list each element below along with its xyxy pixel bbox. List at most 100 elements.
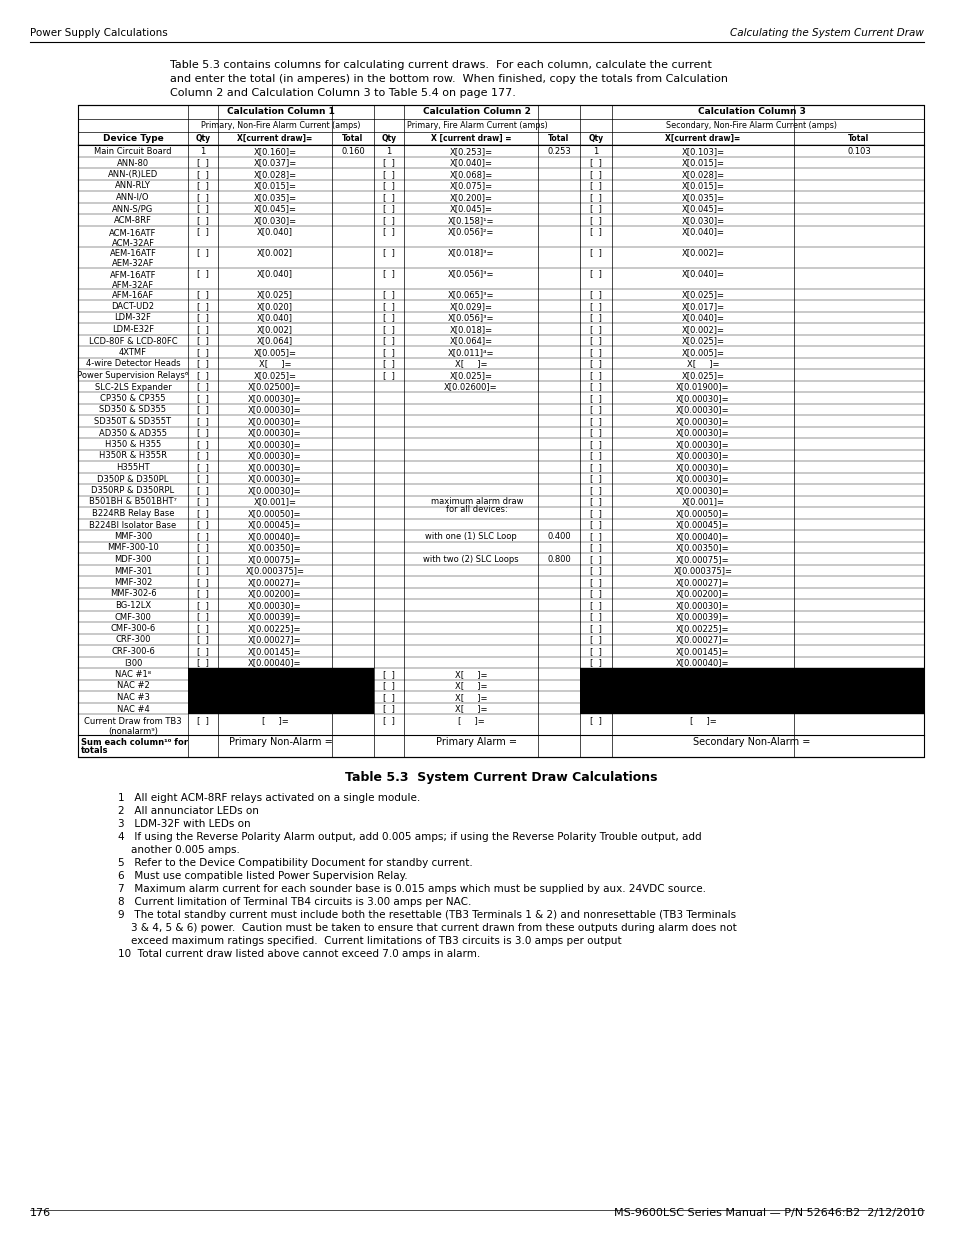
Text: [  ]: [ ] — [590, 658, 601, 667]
Text: [  ]: [ ] — [383, 671, 395, 679]
Text: 1   All eight ACM-8RF relays activated on a single module.: 1 All eight ACM-8RF relays activated on … — [118, 793, 420, 803]
Text: [  ]: [ ] — [197, 383, 209, 391]
Text: with one (1) SLC Loop: with one (1) SLC Loop — [425, 532, 517, 541]
Text: [  ]: [ ] — [590, 716, 601, 725]
Text: MMF-302-6: MMF-302-6 — [110, 589, 156, 599]
Text: 0.160: 0.160 — [341, 147, 364, 156]
Text: X[0.002]: X[0.002] — [256, 248, 293, 258]
Text: X[0.002]=: X[0.002]= — [680, 248, 723, 258]
Text: X[0.045]=: X[0.045]= — [253, 205, 296, 214]
Text: Table 5.3  System Current Draw Calculations: Table 5.3 System Current Draw Calculatio… — [344, 771, 657, 784]
Text: [  ]: [ ] — [197, 290, 209, 300]
Text: [  ]: [ ] — [197, 601, 209, 610]
Text: BG-12LX: BG-12LX — [114, 601, 151, 610]
Text: [  ]: [ ] — [590, 417, 601, 426]
Text: B224BI Isolator Base: B224BI Isolator Base — [90, 520, 176, 530]
Text: AFM-32AF: AFM-32AF — [112, 280, 153, 289]
Text: 0.253: 0.253 — [547, 147, 570, 156]
Text: X[0.00045]=: X[0.00045]= — [676, 520, 729, 530]
Text: [  ]: [ ] — [590, 452, 601, 461]
Text: [     ]=: [ ]= — [689, 716, 716, 725]
Bar — [78, 105, 923, 757]
Text: B224RB Relay Base: B224RB Relay Base — [91, 509, 174, 517]
Text: [  ]: [ ] — [197, 636, 209, 645]
Text: X[0.064]: X[0.064] — [256, 336, 293, 346]
Text: X[0.017]=: X[0.017]= — [680, 303, 723, 311]
Text: [  ]: [ ] — [590, 227, 601, 236]
Text: X[0.00350]=: X[0.00350]= — [676, 543, 729, 552]
Text: X[0.00027]=: X[0.00027]= — [676, 636, 729, 645]
Text: [  ]: [ ] — [590, 589, 601, 599]
Text: [  ]: [ ] — [383, 216, 395, 225]
Text: 7   Maximum alarm current for each sounder base is 0.015 amps which must be supp: 7 Maximum alarm current for each sounder… — [118, 884, 705, 894]
Text: CRF-300-6: CRF-300-6 — [111, 647, 154, 656]
Text: X[0.045]=: X[0.045]= — [680, 205, 723, 214]
Text: [  ]: [ ] — [590, 182, 601, 190]
Text: X[0.00040]=: X[0.00040]= — [248, 532, 301, 541]
Text: [  ]: [ ] — [197, 348, 209, 357]
Text: [  ]: [ ] — [590, 498, 601, 506]
Text: Sum each column¹⁰ for: Sum each column¹⁰ for — [81, 739, 188, 747]
Text: Calculating the System Current Draw: Calculating the System Current Draw — [729, 28, 923, 38]
Bar — [579, 679, 923, 692]
Bar — [579, 703, 923, 714]
Bar — [579, 668, 923, 679]
Text: X[0.018]³=: X[0.018]³= — [447, 248, 494, 258]
Text: AFM-16AF: AFM-16AF — [112, 290, 153, 300]
Text: X[0.040]=: X[0.040]= — [680, 269, 723, 279]
Text: 8   Current limitation of Terminal TB4 circuits is 3.00 amps per NAC.: 8 Current limitation of Terminal TB4 cir… — [118, 897, 471, 906]
Text: [  ]: [ ] — [383, 182, 395, 190]
Text: Calculation Column 2: Calculation Column 2 — [422, 107, 531, 116]
Text: [  ]: [ ] — [197, 325, 209, 333]
Text: X[0.015]=: X[0.015]= — [680, 158, 723, 168]
Text: [  ]: [ ] — [197, 394, 209, 403]
Text: [  ]: [ ] — [383, 193, 395, 203]
Text: X[0.045]=: X[0.045]= — [449, 205, 492, 214]
Text: [  ]: [ ] — [197, 474, 209, 483]
Text: [  ]: [ ] — [383, 336, 395, 346]
Text: X[0.015]=: X[0.015]= — [680, 182, 723, 190]
Text: X[0.00030]=: X[0.00030]= — [676, 394, 729, 403]
Text: [  ]: [ ] — [590, 370, 601, 380]
Text: [  ]: [ ] — [197, 624, 209, 634]
Text: [  ]: [ ] — [197, 269, 209, 279]
Text: X[0.00200]=: X[0.00200]= — [676, 589, 729, 599]
Text: [  ]: [ ] — [197, 463, 209, 472]
Text: X[0.018]=: X[0.018]= — [449, 325, 492, 333]
Text: X[0.001]=: X[0.001]= — [253, 498, 296, 506]
Text: X[0.00040]=: X[0.00040]= — [676, 532, 729, 541]
Text: Primary, Fire Alarm Current (amps): Primary, Fire Alarm Current (amps) — [406, 121, 547, 130]
Text: Power Supply Calculations: Power Supply Calculations — [30, 28, 168, 38]
Text: Main Circuit Board: Main Circuit Board — [94, 147, 172, 156]
Text: [  ]: [ ] — [383, 370, 395, 380]
Text: X[0.00050]=: X[0.00050]= — [248, 509, 301, 517]
Text: X[0.040]: X[0.040] — [256, 314, 293, 322]
Text: [  ]: [ ] — [590, 394, 601, 403]
Text: ACM-32AF: ACM-32AF — [112, 238, 154, 247]
Text: [  ]: [ ] — [590, 205, 601, 214]
Text: [  ]: [ ] — [197, 193, 209, 203]
Text: [  ]: [ ] — [590, 474, 601, 483]
Text: X[0.01900]=: X[0.01900]= — [676, 383, 729, 391]
Text: [  ]: [ ] — [383, 170, 395, 179]
Text: X[0.00030]=: X[0.00030]= — [676, 429, 729, 437]
Text: X[0.00027]=: X[0.00027]= — [248, 636, 301, 645]
Text: [  ]: [ ] — [590, 405, 601, 415]
Text: ANN-80: ANN-80 — [117, 158, 149, 168]
Text: [  ]: [ ] — [383, 290, 395, 300]
Text: X[     ]=: X[ ]= — [455, 671, 487, 679]
Text: Column 2 and Calculation Column 3 to Table 5.4 on page 177.: Column 2 and Calculation Column 3 to Tab… — [170, 88, 516, 98]
Text: [  ]: [ ] — [590, 348, 601, 357]
Text: [  ]: [ ] — [590, 325, 601, 333]
Text: [  ]: [ ] — [383, 716, 395, 725]
Text: X[0.00040]=: X[0.00040]= — [676, 658, 729, 667]
Text: [  ]: [ ] — [197, 658, 209, 667]
Text: Power Supervision Relays⁶: Power Supervision Relays⁶ — [77, 370, 189, 380]
Text: Secondary, Non-Fire Alarm Current (amps): Secondary, Non-Fire Alarm Current (amps) — [666, 121, 837, 130]
Text: I300: I300 — [124, 658, 142, 667]
Text: [  ]: [ ] — [590, 555, 601, 564]
Text: D350P & D350PL: D350P & D350PL — [97, 474, 169, 483]
Text: X[0.00030]=: X[0.00030]= — [248, 394, 301, 403]
Text: [  ]: [ ] — [383, 704, 395, 714]
Text: X[0.025]=: X[0.025]= — [253, 370, 296, 380]
